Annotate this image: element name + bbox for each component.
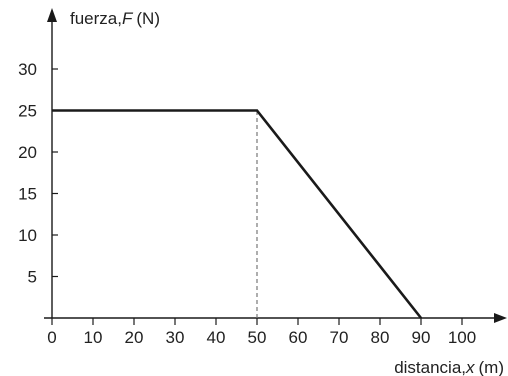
x-axis-symbol: x: [465, 358, 475, 376]
x-tick-label: 10: [84, 328, 103, 347]
x-tick-label: 60: [289, 328, 308, 347]
y-axis-arrow: [47, 8, 57, 22]
y-tick-label: 15: [18, 185, 37, 204]
x-axis-arrow: [494, 313, 507, 323]
x-tick-label: 20: [125, 328, 144, 347]
ticks: 0 10 20 30 40 50 60 70 80 90 100 5 10 15 20 25 30: [18, 60, 476, 347]
x-tick-label: 0: [47, 328, 56, 347]
y-tick-label: 10: [18, 226, 37, 245]
x-tick-label: 80: [371, 328, 390, 347]
x-tick-label: 70: [330, 328, 349, 347]
x-tick-label: 50: [248, 328, 267, 347]
y-axis-symbol: F: [122, 9, 134, 28]
y-axis-title: fuerza,F (N): [70, 9, 160, 28]
force-series-line: [52, 109, 423, 319]
x-tick-label: 30: [166, 328, 185, 347]
axes: [44, 8, 507, 323]
y-tick-label: 25: [18, 102, 37, 121]
x-tick-label: 100: [448, 328, 476, 347]
y-tick-label: 20: [18, 143, 37, 162]
x-axis-unit: (m): [479, 358, 504, 376]
x-tick-label: 40: [207, 328, 226, 347]
series-group: [52, 109, 423, 319]
y-axis-label-text: fuerza,: [70, 9, 122, 28]
x-axis-label-text: distancia,: [394, 358, 466, 376]
y-tick-label: 30: [18, 60, 37, 79]
x-axis-title: distancia,x (m): [394, 358, 504, 376]
y-tick-label: 5: [28, 268, 37, 287]
y-axis-unit: (N): [136, 9, 160, 28]
x-tick-label: 90: [412, 328, 431, 347]
